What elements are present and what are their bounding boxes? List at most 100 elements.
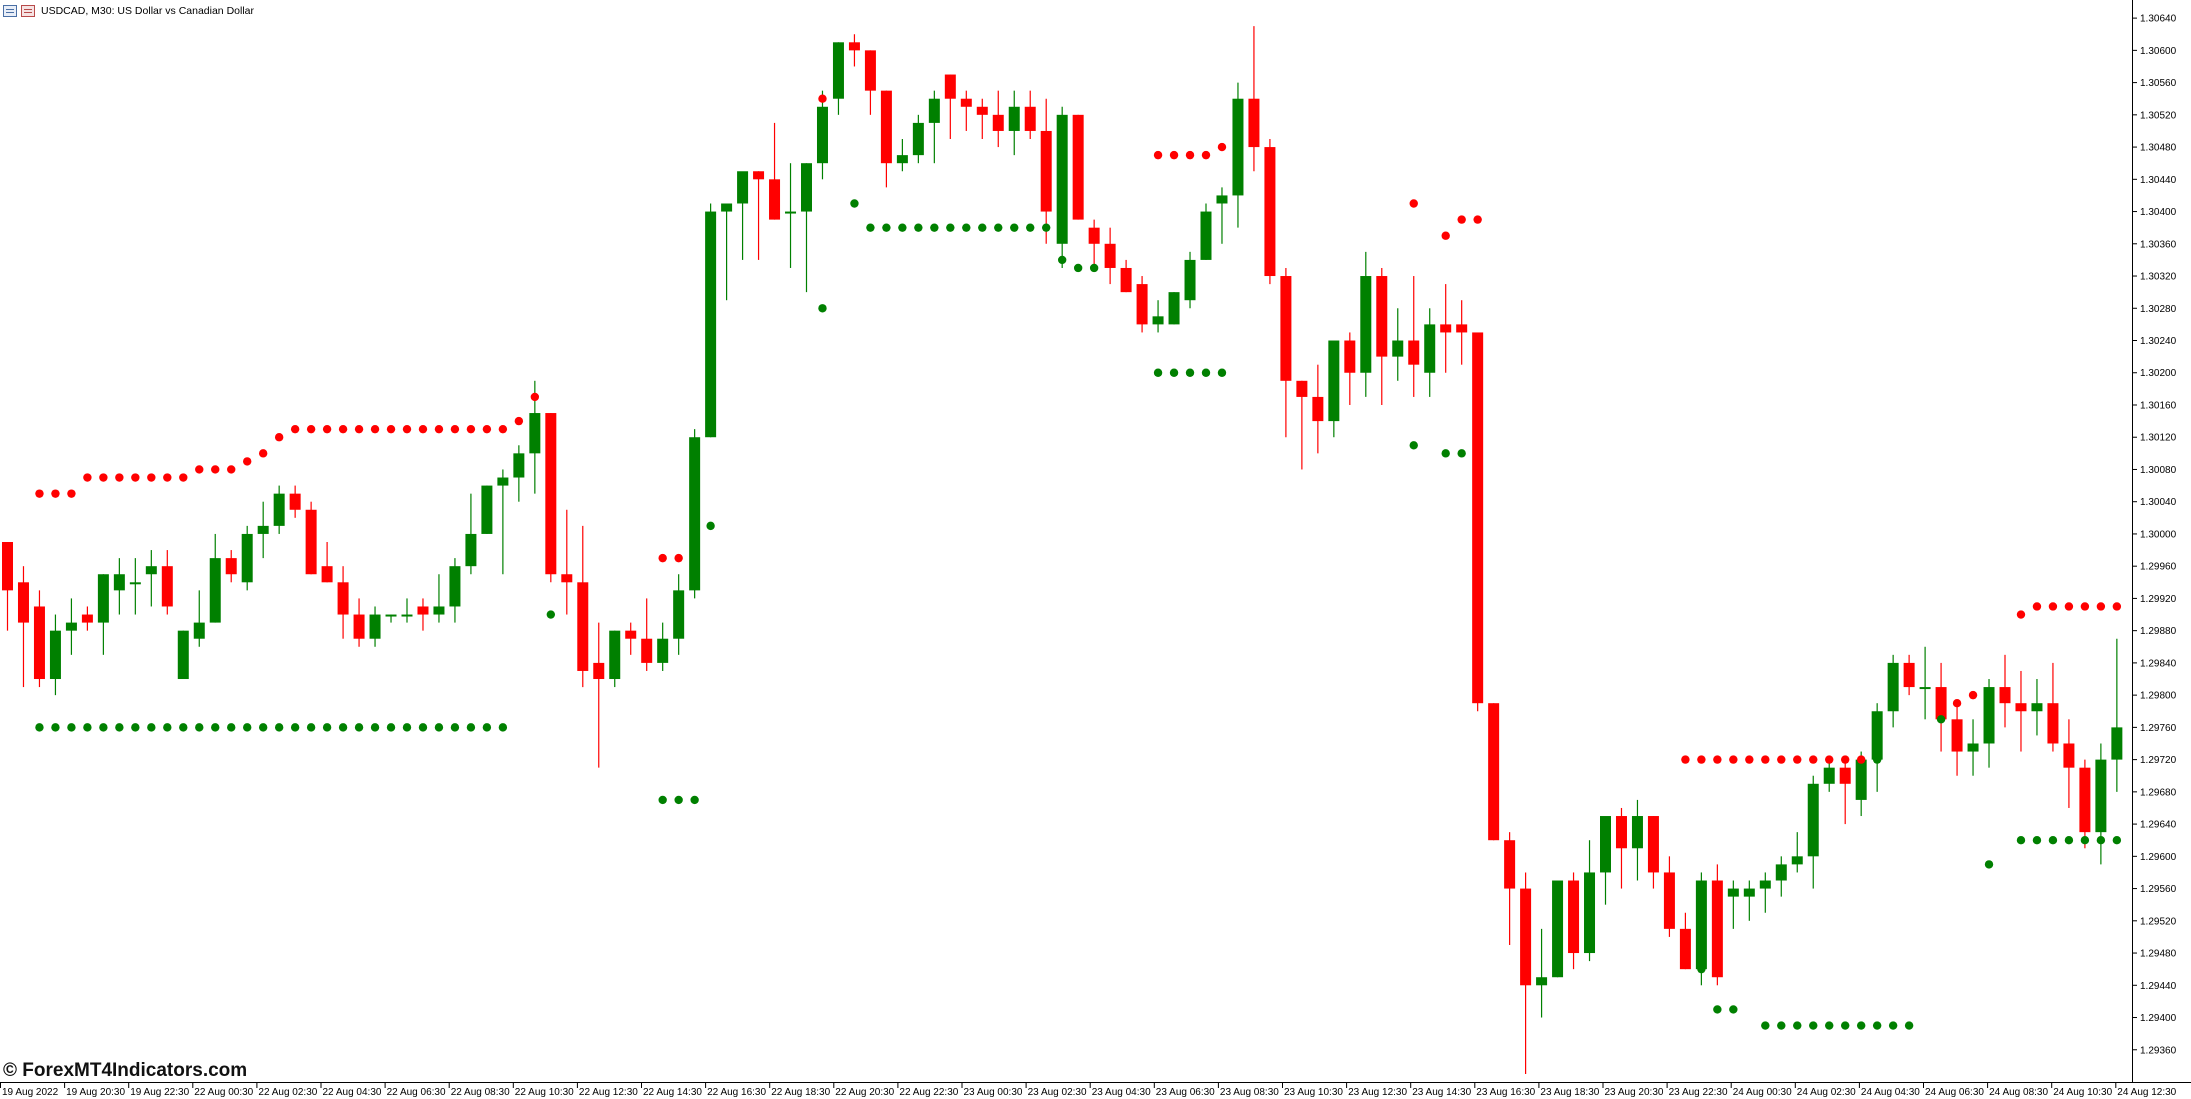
x-tick-label: 19 Aug 20:30 [66, 1087, 125, 1098]
sar-dot [1441, 449, 1450, 458]
sar-dot [1952, 698, 1962, 708]
bear-candle [1711, 880, 1723, 978]
sar-dot [83, 473, 92, 482]
bull-candle [1775, 864, 1787, 881]
bull-candle [1871, 711, 1883, 760]
sar-dot [946, 223, 955, 232]
y-tick-label: 1.30240 [2140, 336, 2177, 347]
sar-dot [418, 723, 428, 732]
x-tick-label: 22 Aug 10:30 [515, 1087, 574, 1098]
y-tick-label: 1.30160 [2140, 400, 2177, 411]
chart-window-icon[interactable] [3, 5, 17, 17]
sar-dot [498, 424, 508, 434]
bull-candle [1056, 114, 1068, 244]
sar-dot [1888, 1021, 1898, 1030]
x-tick-label: 23 Aug 10:30 [1284, 1087, 1343, 1098]
sar-dot [1217, 142, 1227, 152]
bull-candle [1008, 106, 1020, 131]
bear-candle [1615, 816, 1627, 849]
sar-dot [2016, 836, 2026, 845]
x-tick-label: 23 Aug 14:30 [1412, 1087, 1471, 1098]
bull-candle [1152, 316, 1164, 325]
y-tick-label: 1.30320 [2140, 272, 2177, 283]
bear-candle [1104, 243, 1116, 268]
bull-candle [1695, 880, 1707, 970]
sar-dot [514, 416, 524, 426]
sar-dot [1010, 223, 1019, 232]
bear-candle [17, 582, 29, 623]
bear-candle [225, 558, 237, 575]
bear-candle [353, 614, 365, 639]
bull-candle [689, 437, 701, 591]
bear-candle [33, 606, 45, 680]
bull-candle [209, 558, 221, 623]
bear-candle [992, 114, 1004, 131]
sar-dot [2064, 836, 2074, 845]
x-tick-label: 22 Aug 12:30 [579, 1087, 638, 1098]
sar-dot [658, 553, 667, 563]
sar-dot [354, 424, 364, 434]
sar-dot [530, 392, 540, 402]
sar-dot [227, 465, 236, 474]
sar-dot [1841, 1021, 1850, 1030]
chart-symbol-icon[interactable] [21, 5, 35, 17]
bear-candle [1136, 284, 1148, 325]
sar-dot [546, 610, 556, 619]
x-tick-label: 23 Aug 06:30 [1156, 1087, 1215, 1098]
bear-candle [1280, 276, 1292, 381]
sar-dot [2112, 836, 2122, 845]
sar-dot [418, 424, 428, 434]
sar-dot [1042, 223, 1051, 232]
bear-candle [1472, 332, 1484, 704]
x-tick-label: 24 Aug 04:30 [1861, 1087, 1920, 1098]
sar-dot [898, 223, 907, 232]
x-tick-label: 23 Aug 16:30 [1476, 1087, 1535, 1098]
y-tick-label: 1.30600 [2140, 46, 2177, 57]
bull-candle [1232, 98, 1244, 196]
bear-candle [289, 493, 301, 510]
sar-dot [211, 465, 220, 474]
x-tick-label: 19 Aug 22:30 [130, 1087, 189, 1098]
bear-candle [545, 413, 557, 575]
sar-dot [322, 723, 332, 732]
x-tick-label: 24 Aug 10:30 [2053, 1087, 2112, 1098]
sar-dot [1761, 1021, 1770, 1030]
bull-candle [1807, 783, 1819, 857]
sar-dot [2096, 836, 2106, 845]
sar-dot [450, 723, 460, 732]
bull-candle [1631, 816, 1643, 849]
y-tick-label: 1.29880 [2140, 626, 2177, 637]
sar-dot [1169, 368, 1179, 377]
bear-candle [577, 582, 589, 671]
x-tick-label: 23 Aug 00:30 [964, 1087, 1023, 1098]
x-tick-label: 22 Aug 08:30 [451, 1087, 510, 1098]
sar-dot [115, 473, 124, 482]
sar-dot [2096, 602, 2106, 611]
y-tick-label: 1.29920 [2140, 594, 2177, 605]
y-tick-label: 1.29960 [2140, 562, 2177, 573]
y-tick-label: 1.30120 [2140, 433, 2177, 444]
bear-candle [81, 614, 93, 623]
y-tick-label: 1.30280 [2140, 304, 2177, 315]
y-tick-label: 1.30480 [2140, 143, 2177, 154]
sar-dot [1729, 755, 1738, 764]
x-tick-label: 22 Aug 14:30 [643, 1087, 702, 1098]
sar-dot [35, 723, 44, 732]
sar-dot [434, 424, 444, 434]
sar-dot [1793, 755, 1802, 764]
bull-candle [1168, 292, 1180, 325]
bull-candle [1855, 759, 1867, 800]
sar-dot [402, 424, 412, 434]
sar-dot [1217, 368, 1227, 377]
x-tick-label: 19 Aug 2022 [2, 1087, 59, 1098]
sar-dot [2080, 602, 2090, 611]
bear-candle [944, 74, 956, 99]
bull-candle [1216, 195, 1228, 204]
bear-candle [1440, 324, 1452, 333]
bull-candle [1200, 211, 1212, 260]
x-tick-label: 23 Aug 20:30 [1605, 1087, 1664, 1098]
y-tick-label: 1.30200 [2140, 368, 2177, 379]
bear-candle [960, 98, 972, 107]
bear-candle [1679, 928, 1691, 970]
